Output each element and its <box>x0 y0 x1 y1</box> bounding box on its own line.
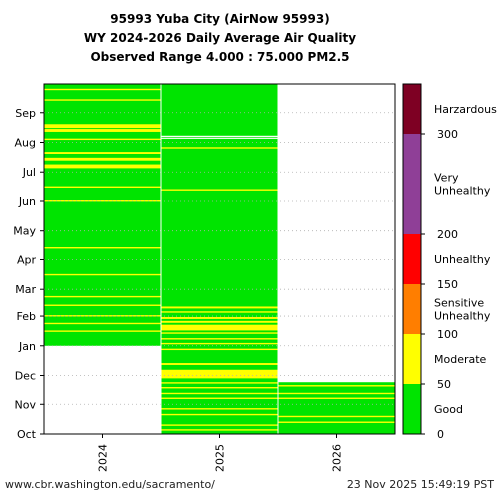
moderate-band-2025-15 <box>161 320 278 323</box>
colorbar-tick-label-300: 300 <box>437 128 458 141</box>
y-tick-label-Jul: Jul <box>22 166 36 179</box>
source-url[interactable]: www.cbr.washington.edu/sacramento/ <box>5 478 215 491</box>
colorbar-tick-label-0: 0 <box>437 428 444 441</box>
colorbar-tick-label-150: 150 <box>437 278 458 291</box>
moderate-band-2025-18 <box>161 306 278 309</box>
moderate-band-2024-15 <box>44 99 161 101</box>
moderate-band-2026-0 <box>278 421 395 423</box>
y-tick-label-Aug: Aug <box>15 136 36 149</box>
moderate-band-2025-20 <box>161 147 278 149</box>
y-tick-label-Jun: Jun <box>18 195 36 208</box>
colorbar-category-label-4-1: Unhealthy <box>434 185 491 198</box>
moderate-band-2025-16 <box>161 317 278 319</box>
moderate-band-2025-2 <box>161 413 278 416</box>
y-tick-label-Nov: Nov <box>15 398 37 411</box>
y-tick-label-Dec: Dec <box>15 370 36 383</box>
moderate-band-2025-11 <box>161 342 278 345</box>
colorbar-tick-label-100: 100 <box>437 328 458 341</box>
moderate-band-2025-13 <box>161 332 278 334</box>
moderate-band-2024-9 <box>44 164 161 169</box>
moderate-band-2025-3 <box>161 408 278 410</box>
moderate-band-2024-14 <box>44 124 161 129</box>
moderate-band-2024-3 <box>44 304 161 306</box>
moderate-band-2025-9 <box>161 363 278 365</box>
moderate-band-2025-4 <box>161 397 278 399</box>
moderate-band-2025-12 <box>161 338 278 340</box>
chart-title-line-2: WY 2024-2026 Daily Average Air Quality <box>83 31 357 45</box>
moderate-band-2025-14 <box>161 324 278 331</box>
colorbar-segment-5 <box>403 84 421 134</box>
colorbar-category-label-2-1: Unhealthy <box>434 310 491 323</box>
colorbar-category-label-1-0: Moderate <box>434 353 487 366</box>
moderate-band-2026-4 <box>278 385 395 387</box>
generated-timestamp: 23 Nov 2025 15:49:19 PST <box>346 478 494 491</box>
colorbar-category-label-3-0: Unhealthy <box>434 253 491 266</box>
colorbar-segment-0 <box>403 384 421 434</box>
moderate-band-2025-7 <box>161 382 278 384</box>
chart-title-line-1: 95993 Yuba City (AirNow 95993) <box>110 12 330 26</box>
y-tick-label-Feb: Feb <box>17 310 36 323</box>
moderate-band-2026-1 <box>278 415 395 418</box>
missing-band-2025-0 <box>161 137 278 139</box>
moderate-band-2025-5 <box>161 392 278 395</box>
colorbar-tick-label-50: 50 <box>437 378 451 391</box>
colorbar-segment-4 <box>403 134 421 234</box>
moderate-band-2025-6 <box>161 387 278 389</box>
good-fill-2026 <box>278 382 395 434</box>
colorbar-tick-label-200: 200 <box>437 228 458 241</box>
moderate-band-2025-0 <box>161 429 278 431</box>
moderate-band-2024-8 <box>44 186 161 189</box>
y-tick-label-Sep: Sep <box>15 107 36 120</box>
moderate-band-2025-17 <box>161 311 278 313</box>
colorbar-segment-3 <box>403 234 421 284</box>
y-tick-label-Apr: Apr <box>17 253 37 266</box>
moderate-band-2024-5 <box>44 273 161 276</box>
chart-title-line-3: Observed Range 4.000 : 75.000 PM2.5 <box>90 50 350 64</box>
moderate-band-2025-10 <box>161 348 278 351</box>
moderate-band-2025-1 <box>161 424 278 426</box>
y-tick-label-Mar: Mar <box>15 283 36 296</box>
x-tick-label-2025: 2025 <box>214 444 227 472</box>
moderate-band-2026-3 <box>278 392 395 395</box>
moderate-band-2026-2 <box>278 397 395 399</box>
colorbar-segment-2 <box>403 284 421 334</box>
colorbar-frame <box>402 83 422 435</box>
moderate-band-2024-13 <box>44 129 161 132</box>
moderate-band-2025-19 <box>161 189 278 191</box>
good-fill-2024 <box>44 84 161 346</box>
x-tick-label-2026: 2026 <box>331 444 344 472</box>
moderate-band-2024-12 <box>44 138 161 141</box>
colorbar-category-label-2-0: Sensitive <box>434 297 484 310</box>
moderate-band-2024-7 <box>44 200 161 202</box>
colorbar-category-label-4-0: Very <box>434 172 459 185</box>
colorbar-segment-1 <box>403 334 421 384</box>
moderate-band-2024-1 <box>44 322 161 325</box>
moderate-band-2024-4 <box>44 295 161 298</box>
moderate-band-2024-6 <box>44 247 161 249</box>
moderate-band-2025-8 <box>161 369 278 379</box>
colorbar-category-label-5-0: Harzardous <box>434 103 497 116</box>
moderate-band-2024-2 <box>44 315 161 317</box>
moderate-band-2024-11 <box>44 152 161 154</box>
y-tick-label-Oct: Oct <box>17 428 37 441</box>
x-tick-label-2024: 2024 <box>97 444 110 472</box>
moderate-band-2024-16 <box>44 88 161 91</box>
moderate-band-2024-0 <box>44 330 161 332</box>
missing-band-2025-1 <box>161 135 278 137</box>
y-tick-label-Jan: Jan <box>18 340 36 353</box>
moderate-band-2024-10 <box>44 157 161 161</box>
y-tick-label-May: May <box>13 225 36 238</box>
colorbar-category-label-0-0: Good <box>434 403 463 416</box>
